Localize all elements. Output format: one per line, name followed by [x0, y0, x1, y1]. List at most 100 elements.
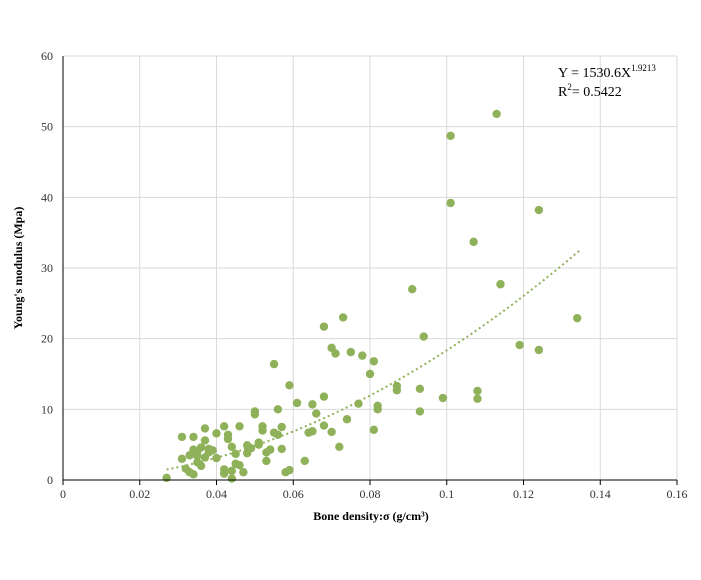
- data-point-71: [346, 347, 356, 357]
- y-tick-label-2: 20: [41, 332, 53, 346]
- data-point-82: [415, 407, 425, 416]
- r2-prefix: R: [558, 85, 568, 100]
- data-point-78: [373, 401, 382, 410]
- r2-value: = 0.5422: [572, 85, 622, 100]
- data-point-85: [438, 393, 448, 403]
- data-point-24: [219, 465, 229, 474]
- data-point-20: [212, 429, 221, 438]
- x-tick-label-3: 0.06: [283, 487, 304, 501]
- y-tick-label-1: 10: [41, 402, 53, 416]
- data-point-81: [408, 285, 417, 294]
- r2-exponent: 2: [567, 82, 572, 92]
- data-point-59: [308, 427, 317, 436]
- data-point-52: [277, 444, 286, 454]
- data-point-91: [492, 109, 501, 119]
- y-tick-label-0: 0: [47, 473, 53, 487]
- x-tick-label-5: 0.1: [439, 487, 454, 501]
- data-point-26: [223, 430, 233, 439]
- data-point-80: [392, 386, 402, 395]
- data-point-0: [162, 473, 171, 483]
- data-point-34: [239, 468, 248, 477]
- data-point-89: [473, 394, 482, 403]
- data-point-72: [354, 399, 363, 408]
- data-point-68: [335, 442, 344, 451]
- data-point-76: [369, 425, 379, 435]
- y-tick-label-6: 60: [41, 49, 53, 63]
- axes: [62, 56, 678, 485]
- data-point-16: [200, 436, 210, 445]
- data-point-90: [473, 386, 482, 396]
- x-tick-label-1: 0.02: [129, 487, 150, 501]
- r-squared-label: R2= 0.5422: [558, 82, 622, 100]
- x-tick-label-2: 0.04: [206, 487, 227, 501]
- data-point-75: [369, 357, 379, 366]
- data-point-55: [285, 465, 294, 475]
- data-point-94: [534, 205, 544, 215]
- data-point-60: [308, 400, 317, 409]
- data-point-88: [469, 237, 478, 247]
- tick-labels: 0 0.02 0.04 0.06 0.08 0.1 0.12 0.14 0.16 0 10 20 30 4…: [41, 49, 688, 501]
- y-tick-label-5: 50: [41, 120, 53, 134]
- data-point-93: [515, 340, 524, 350]
- data-point-13: [196, 443, 206, 452]
- data-point-95: [534, 345, 544, 355]
- data-point-19: [208, 446, 217, 455]
- data-point-32: [235, 422, 244, 431]
- x-tick-label-0: 0: [60, 487, 66, 501]
- data-point-61: [312, 409, 321, 418]
- data-point-7: [189, 432, 198, 442]
- data-point-83: [415, 384, 425, 394]
- data-point-27: [227, 442, 237, 451]
- data-point-70: [342, 415, 352, 424]
- y-tick-label-3: 30: [41, 261, 53, 275]
- equation-prefix: Y = 1530.6X: [558, 66, 631, 81]
- data-point-54: [285, 381, 294, 390]
- x-tick-label-8: 0.16: [667, 487, 688, 501]
- x-tick-label-7: 0.14: [590, 487, 611, 501]
- data-point-15: [200, 424, 210, 433]
- data-point-31: [231, 449, 240, 459]
- data-point-62: [319, 322, 329, 331]
- data-point-22: [219, 422, 229, 431]
- x-tick-label-6: 0.12: [513, 487, 534, 501]
- data-point-47: [269, 359, 279, 369]
- data-point-29: [227, 466, 237, 476]
- data-point-69: [338, 313, 348, 322]
- data-point-73: [358, 351, 367, 360]
- data-point-41: [254, 440, 263, 449]
- data-point-96: [573, 313, 582, 323]
- x-tick-label-4: 0.08: [360, 487, 381, 501]
- data-point-43: [258, 426, 267, 435]
- data-point-28: [227, 474, 237, 483]
- data-point-39: [250, 410, 260, 419]
- data-point-46: [266, 445, 275, 454]
- data-point-2: [177, 432, 187, 442]
- data-point-87: [446, 198, 455, 208]
- data-point-56: [292, 398, 302, 408]
- grid-lines: [63, 55, 678, 480]
- data-point-49: [273, 430, 283, 439]
- data-point-84: [419, 332, 428, 341]
- data-point-8: [189, 470, 198, 479]
- data-point-1: [177, 454, 187, 463]
- data-point-67: [331, 349, 340, 358]
- y-axis-title: Young's modulus (Mpa): [11, 207, 25, 330]
- data-point-33: [235, 460, 244, 470]
- equation-exponent: 1.9213: [631, 63, 656, 73]
- data-point-37: [246, 444, 256, 453]
- data-point-66: [327, 427, 336, 437]
- y-tick-label-4: 40: [41, 190, 53, 204]
- data-point-74: [365, 369, 375, 379]
- data-point-64: [319, 392, 329, 401]
- data-point-92: [496, 280, 505, 289]
- data-point-44: [262, 456, 271, 466]
- data-point-21: [212, 453, 221, 463]
- data-point-63: [319, 421, 329, 430]
- x-axis-title: Bone density:σ (g/cm³): [313, 509, 428, 523]
- data-points: [162, 109, 582, 483]
- data-point-50: [273, 405, 283, 414]
- trendline-equation: Y = 1530.6X1.9213: [558, 63, 656, 81]
- data-point-51: [277, 422, 286, 432]
- data-point-86: [446, 131, 455, 141]
